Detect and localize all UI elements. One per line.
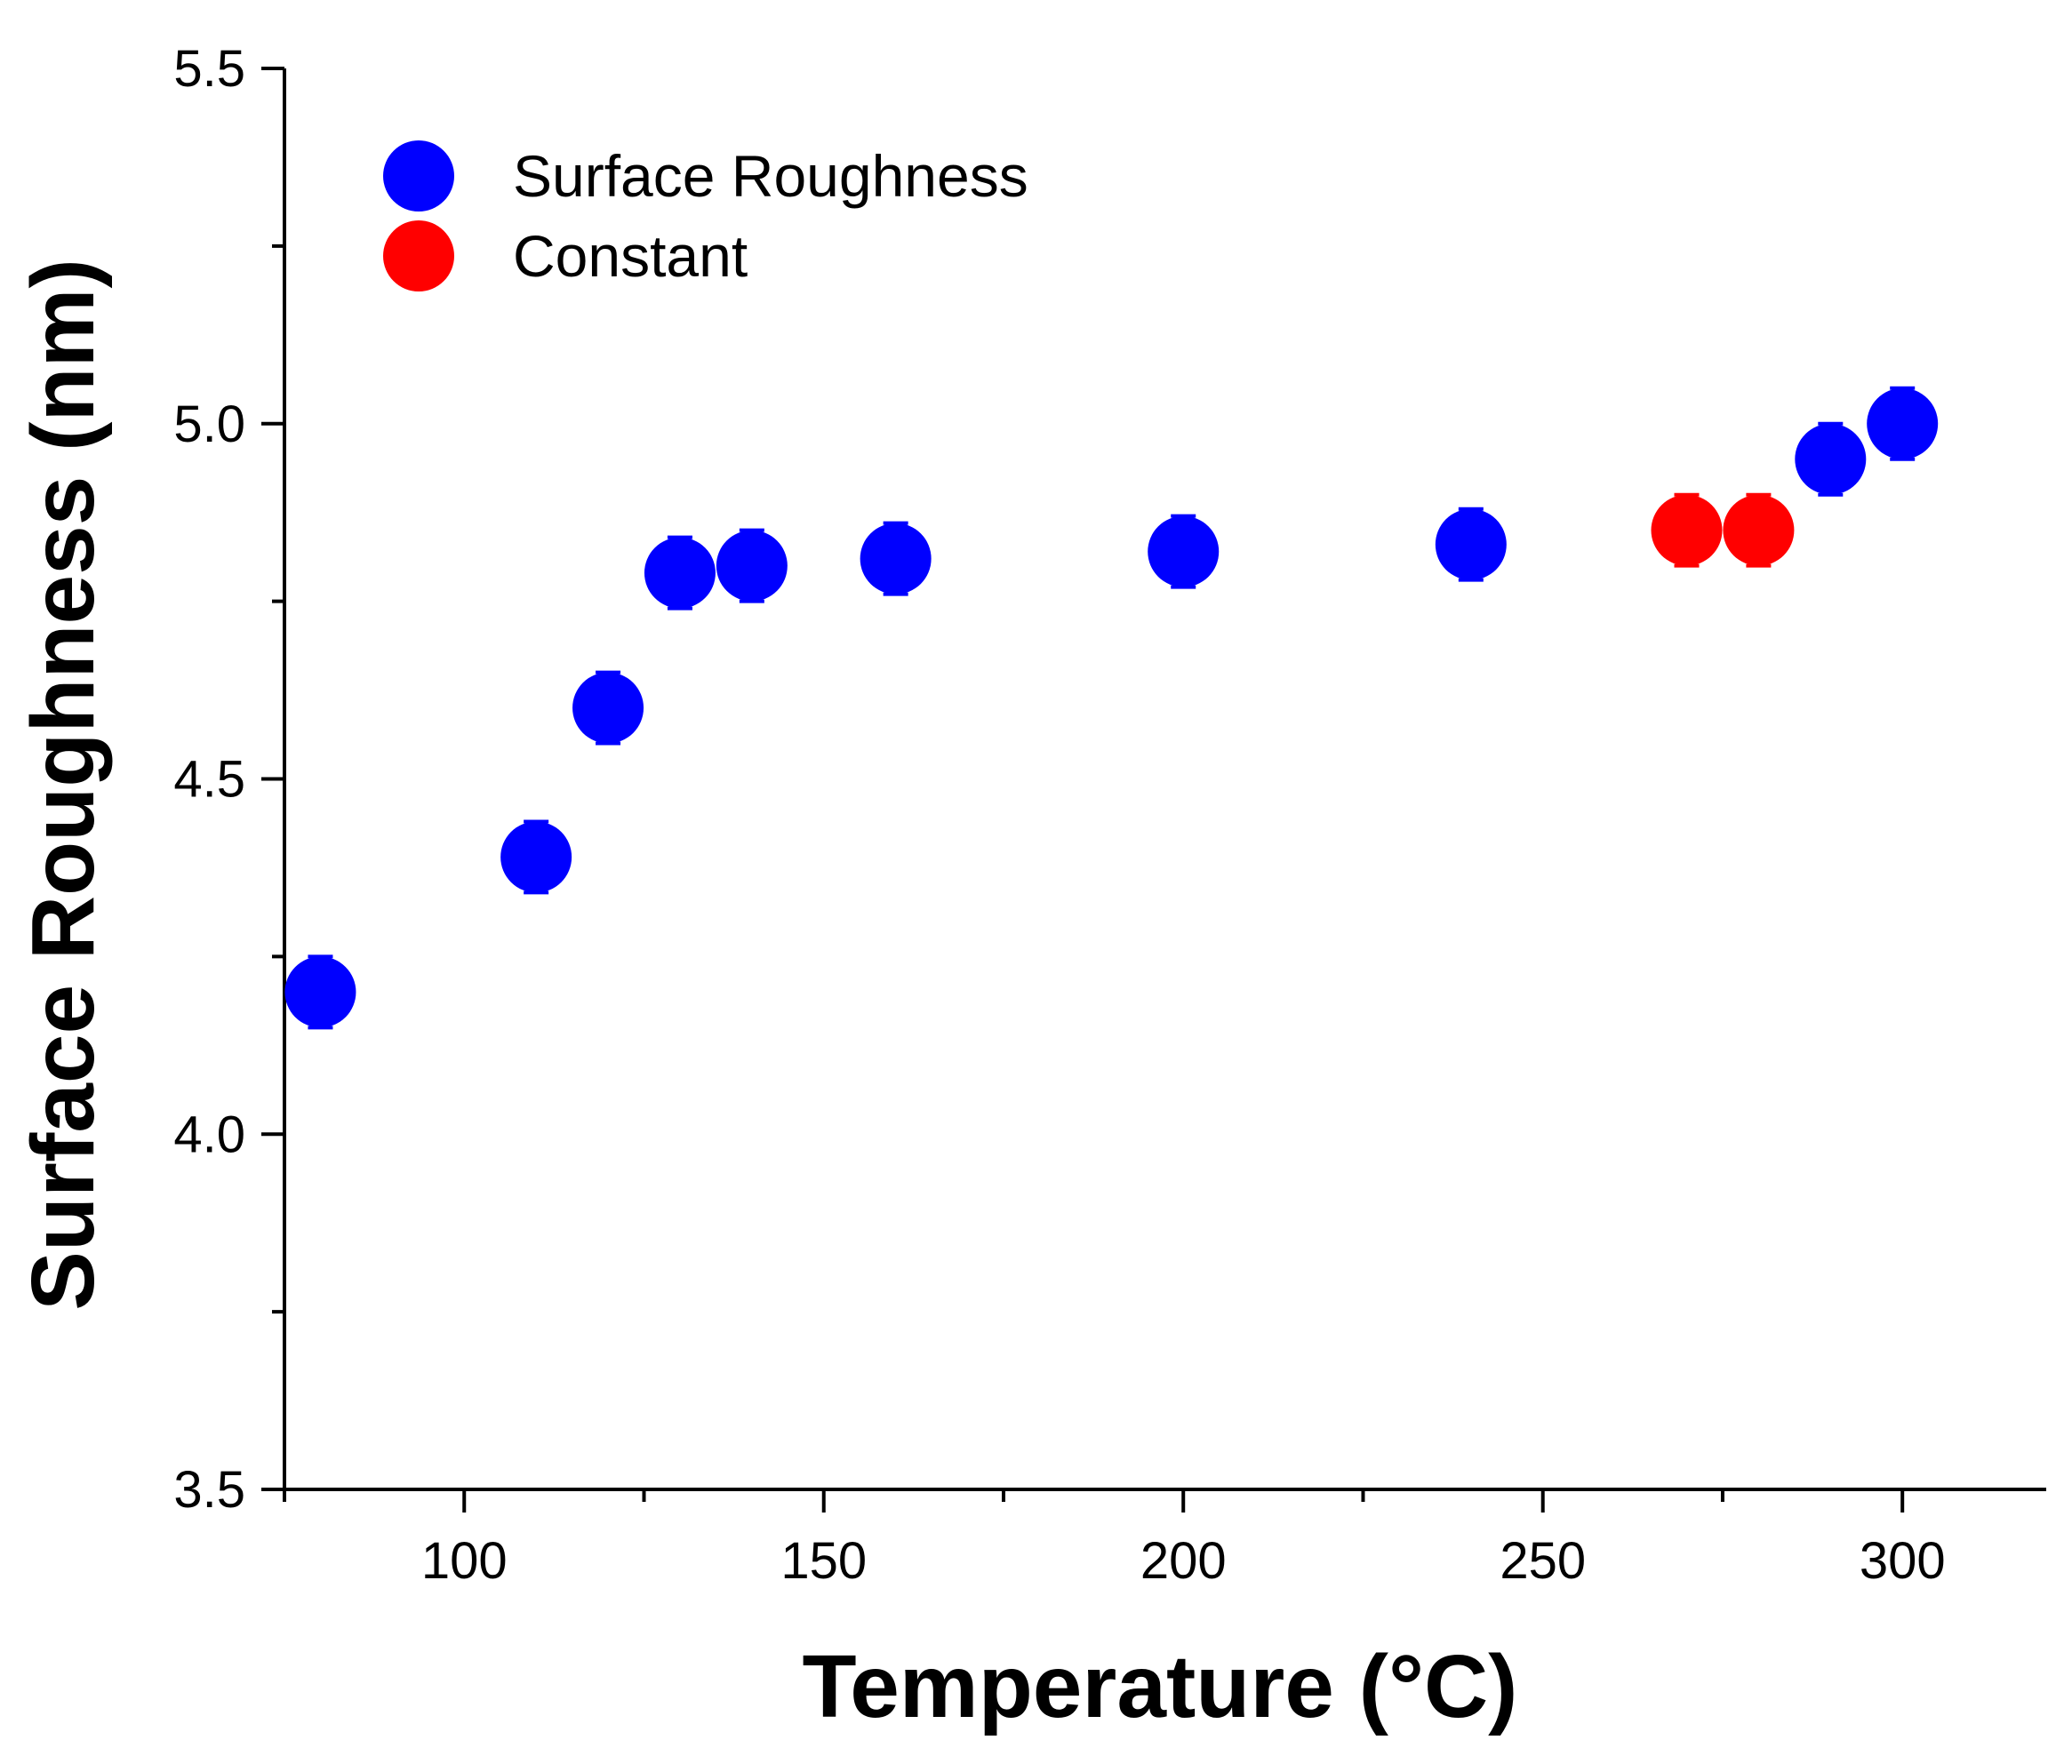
data-point — [1723, 494, 1795, 566]
x-tick-label: 200 — [1140, 1532, 1227, 1590]
data-point — [1867, 387, 1939, 459]
legend-marker — [383, 140, 454, 212]
x-tick-label: 100 — [421, 1532, 508, 1590]
y-tick-label: 4.5 — [173, 751, 245, 809]
data-point — [284, 956, 356, 1028]
y-tick-label: 5.5 — [173, 40, 245, 98]
data-point — [716, 530, 788, 602]
data-points — [284, 387, 1939, 1028]
x-tick-label: 150 — [780, 1532, 867, 1590]
data-point — [1435, 508, 1507, 580]
data-point — [1148, 515, 1220, 587]
legend-marker — [383, 220, 454, 291]
x-tick-label: 300 — [1860, 1532, 1946, 1590]
data-point — [644, 537, 716, 609]
y-tick-label: 3.5 — [173, 1461, 245, 1519]
y-axis-title: Surface Roughness (nm) — [13, 259, 113, 1311]
legend-label: Constant — [513, 223, 748, 289]
x-tick-label: 250 — [1500, 1532, 1586, 1590]
data-point — [1651, 494, 1723, 566]
axes: 100 150 200 250 300 3.5 4.0 4.5 5.0 5.5 — [173, 40, 2046, 1590]
data-point — [1795, 423, 1867, 495]
data-point — [500, 821, 572, 893]
y-tick-label: 5.0 — [173, 395, 245, 453]
x-axis-title: Temperature (°C) — [803, 1637, 1518, 1736]
legend: Surface Roughness Constant — [383, 140, 1028, 291]
y-tick-label: 4.0 — [173, 1105, 245, 1163]
error-bars — [308, 386, 1916, 1030]
data-point — [860, 523, 932, 595]
data-point — [572, 672, 644, 744]
legend-label: Surface Roughness — [513, 143, 1028, 209]
